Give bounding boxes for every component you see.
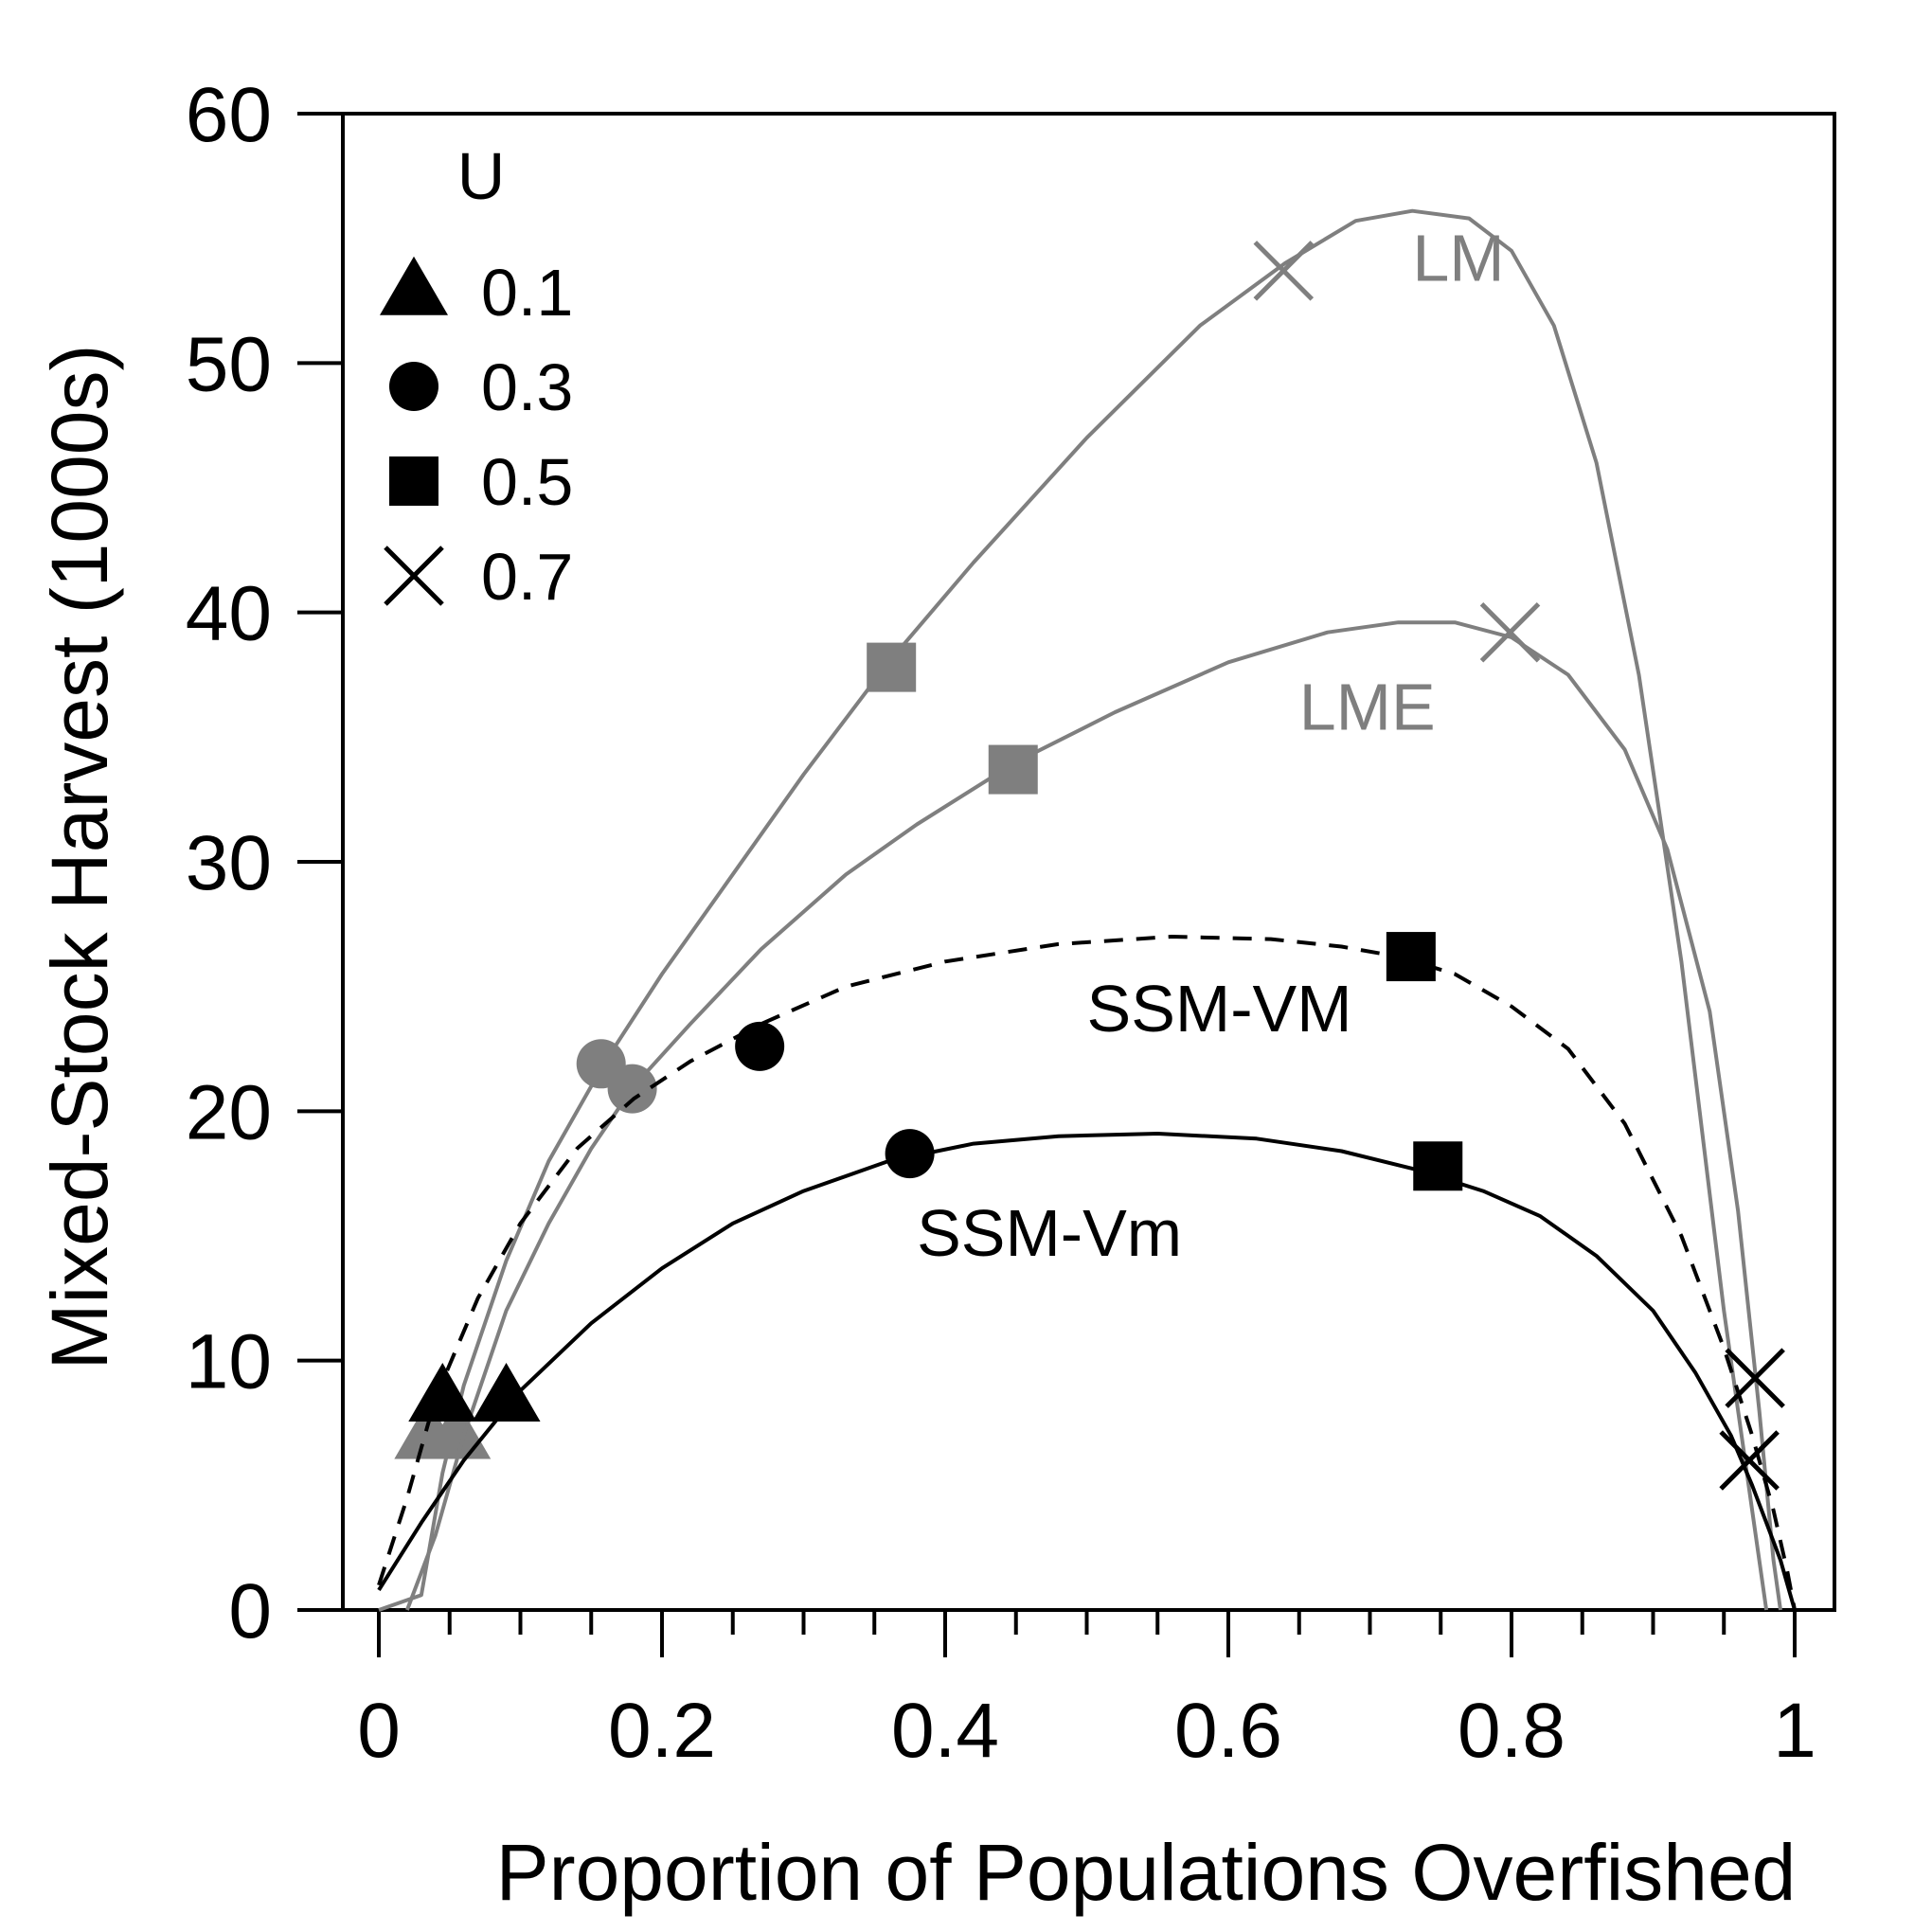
legend-label: 0.7	[481, 540, 573, 614]
triangle-marker	[472, 1362, 541, 1422]
series-line-lm	[378, 208, 1769, 1612]
circle-marker	[735, 1021, 785, 1071]
series-line-lme	[405, 620, 1782, 1611]
triangle-marker	[380, 256, 448, 315]
legend: U 0.1 0.3 0.5 0.7	[380, 139, 573, 614]
legend-item: 0.5	[389, 445, 573, 519]
annotation-layer: LM LME SSM-VM SSM-Vm	[917, 221, 1505, 1270]
x-tick-label: 1	[1773, 1688, 1816, 1774]
circle-marker	[389, 362, 438, 411]
triangle-marker	[408, 1362, 477, 1422]
y-tick-label: 10	[186, 1319, 272, 1405]
legend-label: 0.3	[481, 350, 573, 424]
x-tick-label: 0.4	[891, 1688, 999, 1774]
cross-marker	[1479, 601, 1541, 663]
circle-marker	[607, 1064, 657, 1114]
cross-marker	[1719, 1430, 1780, 1491]
square-marker	[867, 642, 917, 692]
curve-label-lm: LM	[1412, 221, 1504, 295]
legend-item: 0.7	[384, 540, 573, 614]
legend-label: 0.1	[481, 256, 573, 330]
x-tick-label: 0.2	[608, 1688, 716, 1774]
square-marker	[988, 744, 1038, 795]
curve-label-ssm-vm: SSM-Vm	[917, 1196, 1182, 1270]
y-tick-label: 20	[186, 1069, 272, 1155]
x-tick-label: 0.6	[1174, 1688, 1282, 1774]
y-tick-label: 50	[186, 321, 272, 407]
series-line-ssm-vm	[377, 1132, 1797, 1611]
x-axis-title: Proportion of Populations Overfished	[496, 1828, 1797, 1917]
legend-title: U	[457, 139, 506, 213]
series-layer	[377, 208, 1797, 1612]
curve-label-lme: LME	[1299, 670, 1436, 743]
x-tick-label: 0.8	[1458, 1688, 1565, 1774]
x-tick-label: 0	[357, 1688, 401, 1774]
y-tick-label: 0	[228, 1568, 272, 1655]
legend-item: 0.3	[389, 350, 573, 424]
series-ssm-vm	[377, 1129, 1797, 1611]
square-marker	[389, 456, 438, 506]
y-tick-label: 30	[186, 820, 272, 906]
series-lm	[378, 208, 1769, 1612]
curve-label-ssm-vm: SSM-VM	[1087, 972, 1352, 1046]
series-line-ssm-vm	[377, 935, 1797, 1611]
legend-label: 0.5	[481, 445, 573, 519]
cross-marker	[1253, 241, 1315, 301]
square-marker	[1386, 932, 1436, 982]
x-axis: 0 0.2 0.4 0.6 0.8 1	[357, 1610, 1816, 1774]
legend-item: 0.1	[380, 256, 573, 330]
cross-marker	[1725, 1348, 1785, 1408]
plot-box	[341, 112, 1836, 1612]
cross-marker	[384, 546, 444, 606]
y-axis-title: Mixed-Stock Harvest (1000s)	[35, 344, 124, 1369]
y-tick-label: 40	[186, 571, 272, 657]
circle-marker	[885, 1129, 935, 1179]
y-axis: 0 10 20 30 40 50 60	[186, 72, 343, 1655]
series-ssm-vm	[377, 932, 1797, 1611]
series-lme	[394, 601, 1782, 1611]
plot-frame	[341, 112, 1836, 1612]
square-marker	[1413, 1141, 1463, 1191]
y-tick-label: 60	[186, 72, 272, 158]
